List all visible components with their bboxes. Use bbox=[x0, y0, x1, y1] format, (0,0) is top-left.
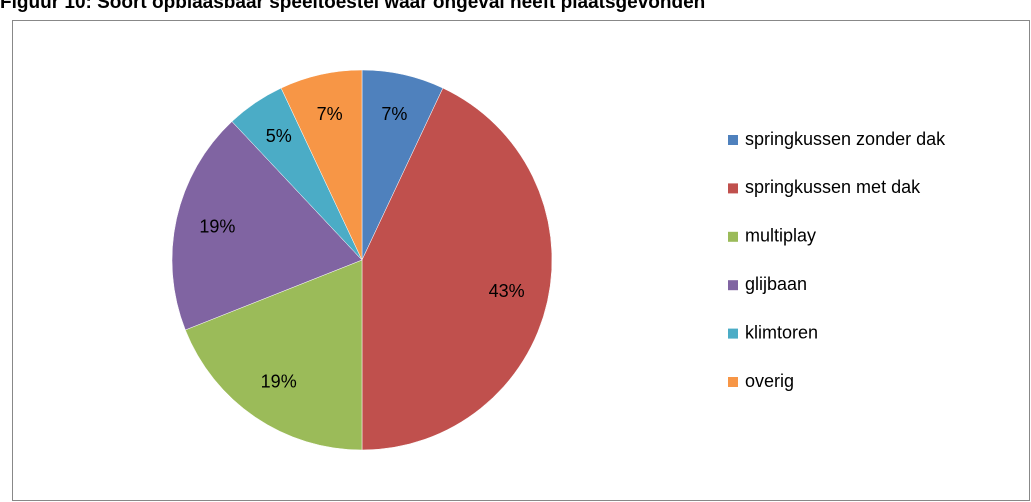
legend-label: klimtoren bbox=[745, 322, 818, 342]
legend-label: multiplay bbox=[745, 226, 816, 246]
data-label: 5% bbox=[266, 126, 292, 146]
data-label: 7% bbox=[317, 104, 343, 124]
data-label: 19% bbox=[199, 216, 235, 236]
legend-swatch bbox=[728, 328, 738, 339]
legend-label: overig bbox=[745, 371, 794, 391]
pie-slice bbox=[185, 259, 363, 451]
pie-slice bbox=[361, 87, 553, 451]
legend-swatch bbox=[728, 231, 738, 242]
legend-label: glijbaan bbox=[745, 274, 807, 294]
pie-slice bbox=[280, 69, 363, 261]
legend-label: springkussen met dak bbox=[745, 177, 921, 197]
legend-swatch bbox=[728, 377, 738, 387]
data-label: 19% bbox=[261, 371, 297, 391]
data-label: 43% bbox=[489, 281, 525, 301]
chart-title: Figuur 10: Soort opblaasbaar speeltoeste… bbox=[0, 0, 705, 13]
legend-swatch bbox=[728, 135, 738, 145]
legend-swatch bbox=[728, 183, 738, 194]
legend-label: springkussen zonder dak bbox=[745, 129, 946, 149]
data-label: 7% bbox=[381, 104, 407, 124]
legend-swatch bbox=[728, 280, 738, 291]
pie-slice bbox=[171, 121, 363, 331]
